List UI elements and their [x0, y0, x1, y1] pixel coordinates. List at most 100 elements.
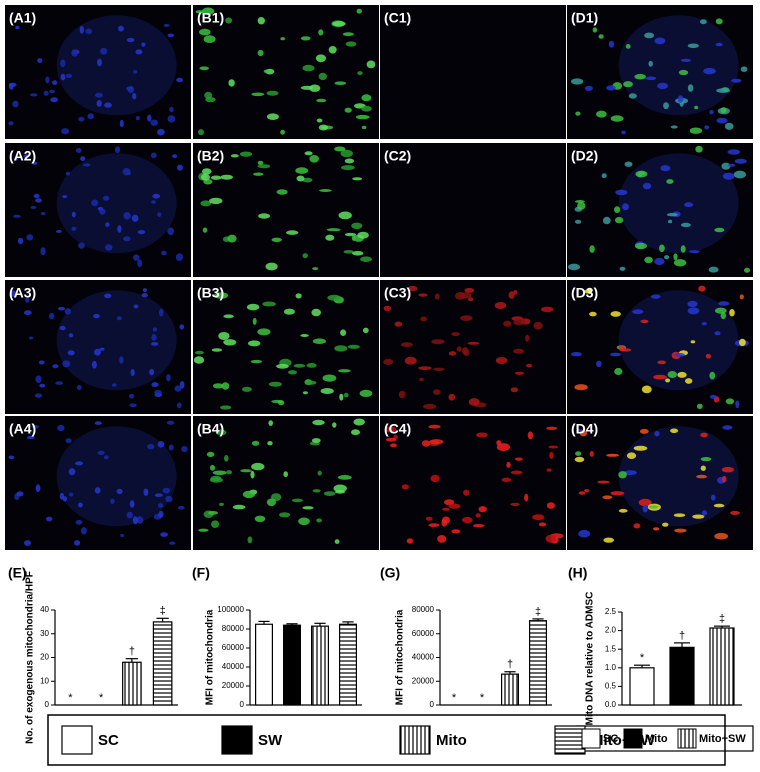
- cell: [201, 173, 210, 181]
- cell: [143, 488, 149, 496]
- cell: [663, 102, 669, 110]
- cell: [319, 189, 332, 192]
- cell: [361, 105, 372, 112]
- cell: [71, 226, 77, 231]
- cell: [695, 145, 703, 153]
- cell: [116, 488, 123, 494]
- cell: [211, 520, 220, 528]
- cell: [713, 503, 725, 508]
- y-tick-label: 80000: [412, 605, 435, 614]
- cell: [315, 54, 326, 63]
- cell: [704, 125, 710, 130]
- cell: [10, 290, 17, 297]
- cell: [404, 356, 417, 365]
- cell: [317, 470, 322, 476]
- cell: [739, 294, 744, 300]
- cell: [326, 228, 341, 232]
- cell: [525, 334, 530, 342]
- cell: [462, 347, 468, 355]
- cell: [714, 331, 721, 336]
- bar: [311, 625, 330, 706]
- cell: [632, 309, 644, 315]
- cell: [398, 390, 406, 399]
- cell: [252, 317, 257, 325]
- panel-label: (F): [192, 565, 210, 581]
- cell: [538, 522, 547, 527]
- significance-mark: *: [68, 692, 73, 704]
- cell: [642, 505, 648, 513]
- cell: [334, 345, 348, 352]
- cell: [721, 162, 731, 170]
- cell: [16, 491, 24, 497]
- cell: [166, 420, 175, 425]
- significance-mark: †: [129, 646, 135, 658]
- cell: [71, 49, 78, 57]
- cell: [318, 72, 327, 81]
- micrograph: [193, 5, 379, 139]
- cell: [167, 115, 176, 123]
- cell: [104, 293, 112, 299]
- cell: [149, 368, 155, 376]
- cell: [152, 327, 158, 332]
- cell: [34, 393, 43, 398]
- cell: [684, 202, 694, 208]
- cell: [596, 110, 607, 118]
- cell: [201, 7, 215, 15]
- cell: [677, 371, 687, 378]
- cell: [80, 527, 87, 535]
- cell: [68, 468, 76, 476]
- cell: [43, 90, 49, 96]
- cell: [673, 259, 687, 267]
- cell: [91, 199, 99, 207]
- cell: [257, 160, 264, 165]
- cell: [8, 82, 17, 87]
- cell: [685, 378, 693, 384]
- cell: [734, 158, 747, 164]
- cell: [715, 307, 727, 314]
- cell: [401, 484, 409, 490]
- cell: [154, 389, 162, 395]
- legend-label: Mito: [645, 733, 668, 745]
- cell: [41, 212, 46, 216]
- cell: [430, 474, 440, 483]
- cell: [546, 468, 552, 472]
- cell: [423, 403, 437, 410]
- bar: [501, 673, 520, 706]
- cell: [733, 170, 747, 179]
- y-tick-label: 10: [40, 676, 49, 685]
- cell: [232, 504, 246, 510]
- cell: [172, 154, 178, 159]
- cell: [705, 353, 712, 359]
- cell: [166, 374, 171, 382]
- cell: [514, 457, 523, 461]
- cell: [61, 128, 70, 135]
- cell: [571, 78, 584, 85]
- cell: [709, 110, 714, 115]
- cell: [176, 164, 183, 171]
- panel-label: (A2): [9, 148, 36, 164]
- cell: [87, 113, 94, 120]
- legend-swatch: [581, 728, 601, 749]
- background-glow: [56, 15, 177, 116]
- cell: [645, 76, 657, 81]
- cell: [401, 342, 413, 348]
- cell: [548, 445, 559, 449]
- cell: [325, 234, 335, 241]
- significance-mark: ‡: [160, 605, 166, 617]
- cell: [23, 310, 32, 316]
- cell: [462, 516, 473, 524]
- cell: [318, 29, 324, 36]
- y-tick-label: 40000: [412, 653, 435, 662]
- cell: [625, 44, 631, 49]
- y-axis-title: MFI of mitochondria: [205, 609, 216, 705]
- cell: [103, 455, 109, 460]
- cell: [266, 498, 276, 507]
- significance-mark: †: [679, 630, 685, 642]
- cell: [279, 512, 291, 518]
- cell: [251, 462, 265, 471]
- cell: [635, 242, 647, 250]
- bar: [709, 627, 735, 706]
- micrograph: [380, 5, 566, 139]
- cell: [15, 25, 20, 30]
- cell: [352, 251, 364, 256]
